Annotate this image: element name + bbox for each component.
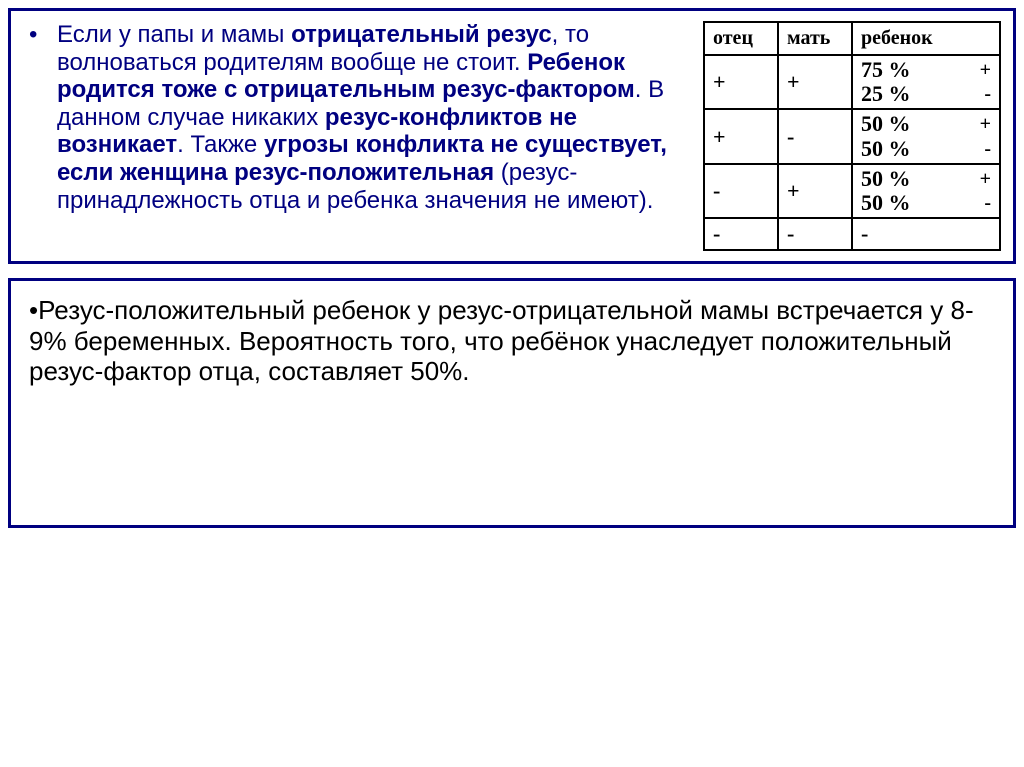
table-row: ++75 %+25 %- (704, 55, 1000, 109)
cell-father: - (704, 164, 778, 218)
child-sign: - (974, 83, 991, 105)
cell-child: 50 % +50 % - (852, 164, 1000, 218)
child-line: 50 % + (861, 112, 991, 136)
cell-mother: - (778, 109, 852, 163)
child-sign: - (974, 192, 991, 214)
child-pct: - (861, 222, 868, 246)
child-pct: 50 % (861, 137, 911, 161)
col-father: отец (704, 22, 778, 55)
child-sign: + (970, 113, 991, 135)
cell-father: + (704, 55, 778, 109)
child-line: - (861, 222, 991, 246)
child-sign: - (974, 138, 991, 160)
rh-table: отец мать ребенок ++75 %+25 %-+-50 %+50 … (703, 21, 1001, 251)
table-row: +-50 %+50 %- (704, 109, 1000, 163)
table-row: -+50 %+50 %- (704, 164, 1000, 218)
child-pct: 50 % (861, 167, 911, 191)
child-line: 75 % + (861, 58, 991, 82)
col-mother: мать (778, 22, 852, 55)
top-paragraph: Если у папы и мамы отрицательный резус, … (57, 21, 687, 214)
text-segment: Если у папы и мамы (57, 21, 291, 48)
cell-father: - (704, 218, 778, 250)
cell-mother: + (778, 164, 852, 218)
top-text-block: • Если у папы и мамы отрицательный резус… (29, 21, 687, 214)
child-line: 50 % - (861, 137, 991, 161)
child-pct: 25 % (861, 82, 911, 106)
cell-child: - (852, 218, 1000, 250)
child-pct: 50 % (861, 191, 911, 215)
child-line: 50 % + (861, 167, 991, 191)
bullet: • (29, 21, 57, 214)
child-line: 50 % - (861, 191, 991, 215)
bullet-row: • Если у папы и мамы отрицательный резус… (29, 21, 687, 214)
child-sign: + (970, 168, 991, 190)
top-panel: • Если у папы и мамы отрицательный резус… (8, 8, 1016, 264)
child-pct: 50 % (861, 112, 911, 136)
text-segment: . Также (177, 131, 264, 158)
child-sign: + (970, 59, 991, 81)
cell-mother: - (778, 218, 852, 250)
child-line: 25 % - (861, 82, 991, 106)
col-child: ребенок (852, 22, 1000, 55)
cell-child: 75 % +25 % - (852, 55, 1000, 109)
table-row: --- (704, 218, 1000, 250)
text-segment: отрицательный резус (291, 21, 552, 48)
cell-father: + (704, 109, 778, 163)
child-pct: 75 % (861, 58, 911, 82)
cell-child: 50 % +50 % - (852, 109, 1000, 163)
cell-mother: + (778, 55, 852, 109)
bottom-panel: •Резус-положительный ребенок у резус-отр… (8, 278, 1016, 528)
table-header-row: отец мать ребенок (704, 22, 1000, 55)
bottom-paragraph: •Резус-положительный ребенок у резус-отр… (29, 295, 995, 387)
